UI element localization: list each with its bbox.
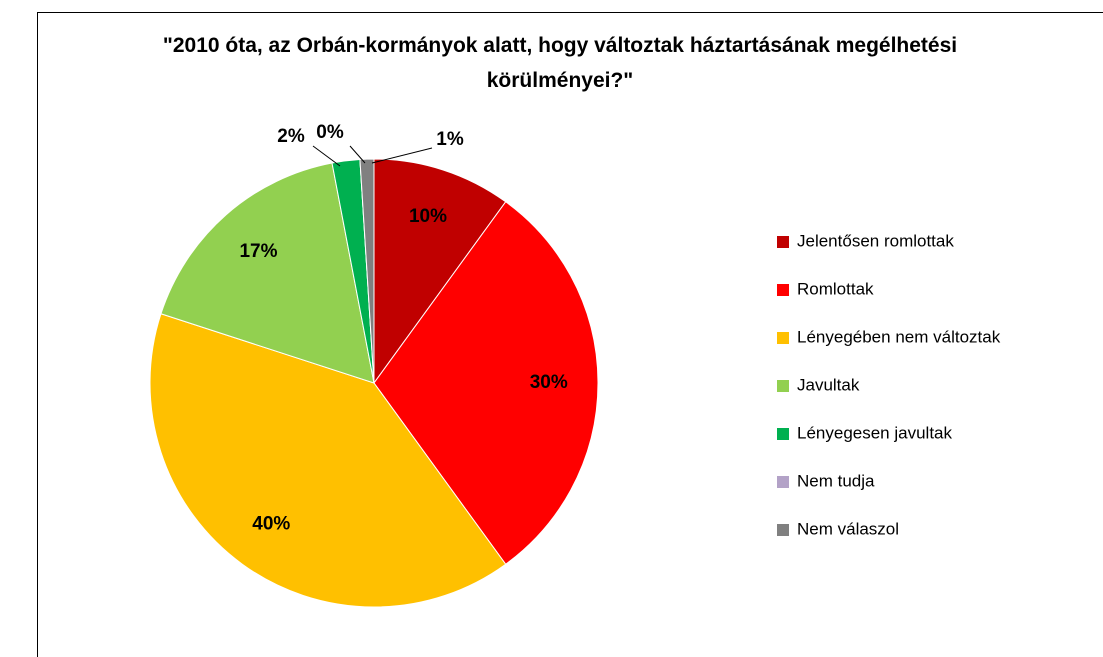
legend-swatch [777,428,789,440]
leader-line [349,145,366,164]
leader-line [371,147,433,164]
legend-swatch [777,236,789,248]
pie-slice [373,158,507,385]
leader-line [312,145,341,167]
legend-label: Lényegesen javultak [797,423,953,442]
pie-slice [149,313,507,608]
chart-frame [37,12,1103,657]
data-label: 10% [409,206,447,227]
pie-slice [359,158,375,384]
legend-label: Romlottak [797,279,874,298]
legend-swatch [777,332,789,344]
data-label: 40% [252,513,290,534]
legend-label: Nem válaszol [797,519,899,538]
legend-swatch [777,524,789,536]
legend-label: Nem tudja [797,471,875,490]
pie-slice [160,162,375,384]
legend-swatch [777,476,789,488]
legend-label: Javultak [797,375,860,394]
legend-label: Lényegében nem változtak [797,327,1001,346]
data-label: 2% [277,126,305,147]
data-label: 30% [530,372,568,393]
data-label: 17% [239,241,277,262]
chart-title: "2010 óta, az Orbán-kormányok alatt, hog… [162,34,958,92]
pie-slice [373,201,599,565]
data-label: 1% [436,129,464,150]
legend-label: Jelentősen romlottak [797,231,954,250]
legend-swatch [777,284,789,296]
legend-swatch [777,380,789,392]
data-label: 0% [316,122,344,143]
